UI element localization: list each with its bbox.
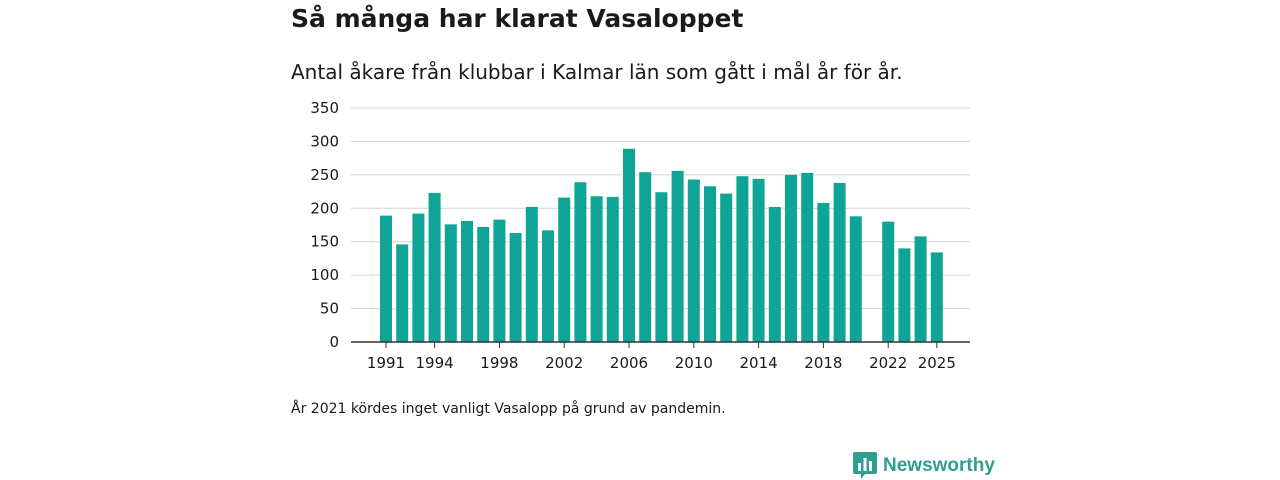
bar-2014 bbox=[752, 178, 765, 342]
bar-2025 bbox=[930, 252, 943, 342]
x-tick-label: 2002 bbox=[545, 354, 583, 372]
bar-2013 bbox=[736, 176, 749, 342]
bar-2016 bbox=[785, 174, 797, 342]
brand-name: Newsworthy bbox=[883, 455, 995, 476]
chart-title: Så många har klarat Vasaloppet bbox=[291, 4, 744, 33]
bar-1999 bbox=[509, 233, 522, 342]
x-tick-label: 2022 bbox=[869, 354, 907, 372]
y-tick-label: 50 bbox=[320, 300, 339, 318]
y-tick-labels: 0 50 100 150 200 250 300 350 bbox=[310, 99, 339, 351]
bar-1995 bbox=[444, 224, 457, 342]
bar-2017 bbox=[801, 172, 814, 342]
bar-2006 bbox=[623, 148, 635, 342]
bar-2000 bbox=[525, 206, 538, 342]
bar-2015 bbox=[768, 206, 781, 342]
x-tick-label: 1998 bbox=[480, 354, 518, 372]
bar-2008 bbox=[655, 192, 668, 342]
bar-2009 bbox=[671, 170, 684, 342]
bar-2019 bbox=[833, 182, 846, 342]
bar-1996 bbox=[461, 220, 473, 342]
bar-2007 bbox=[639, 172, 652, 342]
bar-1997 bbox=[477, 227, 490, 342]
bar-1992 bbox=[396, 244, 409, 342]
bar-2002 bbox=[558, 197, 571, 342]
x-tick-label: 2006 bbox=[610, 354, 648, 372]
bar-2010 bbox=[687, 179, 700, 342]
bar-2005 bbox=[606, 196, 619, 342]
y-tick-label: 150 bbox=[310, 233, 339, 251]
y-tick-label: 100 bbox=[310, 266, 339, 284]
bar-chart-speech-icon bbox=[853, 452, 877, 479]
bar-1991 bbox=[380, 215, 392, 342]
y-tick-label: 350 bbox=[310, 99, 339, 117]
bar-2018 bbox=[817, 202, 830, 342]
x-tick-label: 2010 bbox=[675, 354, 713, 372]
x-tick-label: 1991 bbox=[367, 354, 405, 372]
brand-logo: Newsworthy bbox=[853, 452, 995, 480]
bar-2012 bbox=[720, 193, 733, 342]
y-tick-label: 200 bbox=[310, 199, 339, 217]
footnote: År 2021 kördes inget vanligt Vasalopp på… bbox=[291, 401, 726, 417]
x-tick-label: 2018 bbox=[804, 354, 842, 372]
x-tick-labels: 1991 1994 1998 2002 2006 2010 2014 2018 2022 2025 bbox=[367, 342, 956, 372]
bar-1994 bbox=[428, 192, 441, 342]
chart-subtitle: Antal åkare från klubbar i Kalmar län so… bbox=[291, 60, 903, 84]
bar-2004 bbox=[590, 196, 603, 342]
x-tick-label: 2025 bbox=[918, 354, 956, 372]
bar-2023 bbox=[898, 248, 911, 342]
bar-1998 bbox=[493, 219, 506, 342]
bar-2003 bbox=[574, 182, 587, 342]
y-tick-label: 250 bbox=[310, 166, 339, 184]
bar-chart: 0 50 100 150 200 250 300 350 1991 1994 1998 2002 20… bbox=[310, 99, 970, 372]
y-tick-label: 0 bbox=[329, 333, 339, 351]
y-tick-label: 300 bbox=[310, 132, 339, 150]
bar-2022 bbox=[882, 221, 895, 342]
bars bbox=[380, 148, 943, 342]
bar-2001 bbox=[542, 230, 554, 342]
x-tick-label: 1994 bbox=[416, 354, 454, 372]
bar-2024 bbox=[914, 236, 927, 342]
bar-2011 bbox=[704, 186, 716, 342]
x-tick-label: 2014 bbox=[740, 354, 778, 372]
bar-1993 bbox=[412, 213, 425, 342]
bar-2020 bbox=[849, 216, 862, 342]
